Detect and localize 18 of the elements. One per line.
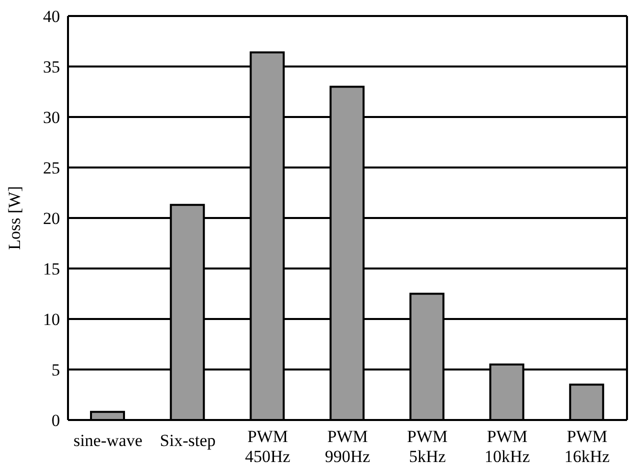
x-tick-label: PWM 5kHz — [407, 427, 448, 466]
x-tick-label: sine-wave — [73, 431, 142, 450]
y-tick-label: 15 — [43, 260, 60, 279]
x-tick-label: PWM 990Hz — [324, 427, 371, 466]
x-tick-label: PWM 16kHz — [564, 427, 610, 466]
y-tick-label: 10 — [43, 310, 60, 330]
y-tick-label: 0 — [52, 411, 60, 430]
y-tick-label: 5 — [52, 360, 60, 380]
y-axis-title: Loss [W] — [5, 186, 24, 250]
x-tick-label: PWM 450Hz — [244, 427, 291, 466]
y-tick-label: 40 — [43, 7, 60, 26]
x-tick-label: Six-step — [160, 431, 216, 450]
bar — [569, 384, 604, 420]
y-tick-label: 30 — [43, 108, 60, 128]
x-tick-label: PWM 10kHz — [484, 427, 530, 466]
y-tick-label: 25 — [43, 158, 60, 178]
y-tick-label: 35 — [43, 58, 60, 77]
y-tick-label: 20 — [43, 209, 60, 228]
